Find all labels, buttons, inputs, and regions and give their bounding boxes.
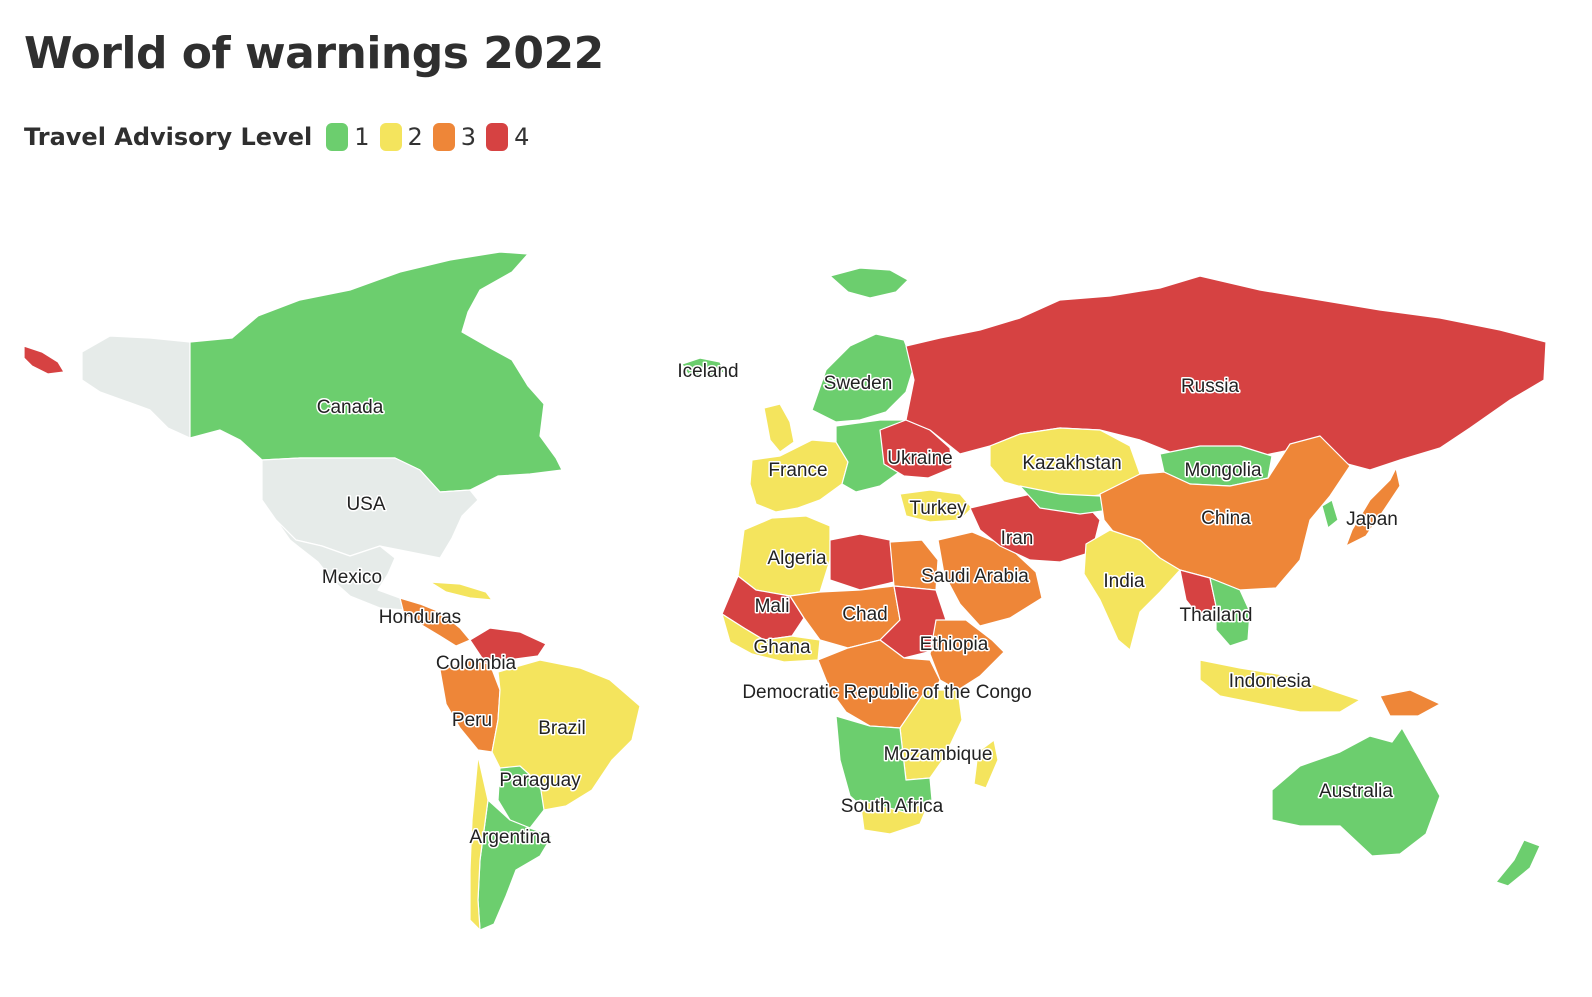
- region-new-zealand: [1495, 839, 1541, 887]
- legend: Travel Advisory Level 1 2 3 4: [24, 120, 539, 154]
- label-honduras: Honduras: [379, 607, 461, 628]
- region-greenland: [829, 267, 909, 299]
- legend-title: Travel Advisory Level: [24, 123, 313, 151]
- label-russia: Russia: [1181, 376, 1240, 397]
- label-france: France: [768, 460, 827, 481]
- legend-item-level-2: 2: [379, 123, 423, 151]
- label-mongolia: Mongolia: [1184, 460, 1262, 481]
- region-iceland: [681, 357, 725, 379]
- region-southeast-asia: [1209, 577, 1251, 647]
- label-india: India: [1103, 571, 1145, 592]
- label-peru: Peru: [452, 710, 492, 731]
- legend-label-level-1: 1: [354, 123, 370, 151]
- region-aleutian-islands: [23, 345, 65, 375]
- region-turkey: [899, 489, 973, 523]
- region-india: [1083, 529, 1181, 651]
- region-caribbean: [429, 581, 493, 601]
- label-ukraine: Ukraine: [887, 448, 952, 469]
- legend-swatch-level-3: [432, 123, 455, 151]
- region-uk: [763, 403, 795, 453]
- label-argentina: Argentina: [469, 827, 551, 848]
- label-ghana: Ghana: [753, 637, 810, 658]
- label-australia: Australia: [1319, 781, 1393, 802]
- label-mexico: Mexico: [322, 567, 382, 588]
- legend-swatch-level-4: [486, 123, 509, 151]
- region-west-africa-coast: [721, 613, 821, 663]
- region-central-america: [399, 597, 471, 647]
- legend-label-level-4: 4: [514, 123, 530, 151]
- label-indonesia: Indonesia: [1229, 671, 1312, 692]
- legend-label-level-2: 2: [407, 123, 423, 151]
- legend-item-level-3: 3: [432, 123, 477, 151]
- region-southern-africa: [835, 715, 933, 815]
- label-ethiopia: Ethiopia: [920, 634, 989, 655]
- legend-label-level-3: 3: [460, 123, 477, 151]
- label-thailand: Thailand: [1180, 605, 1253, 626]
- legend-item-level-4: 4: [486, 123, 529, 151]
- region-alaska: [81, 335, 191, 439]
- label-canada: Canada: [317, 397, 384, 418]
- region-egypt: [889, 539, 939, 591]
- label-mozambique: Mozambique: [884, 744, 993, 765]
- label-sweden: Sweden: [824, 373, 893, 394]
- label-kazakhstan: Kazakhstan: [1022, 453, 1121, 474]
- region-australia: [1271, 727, 1441, 857]
- region-brazil: [491, 659, 641, 811]
- region-chile: [469, 755, 489, 931]
- label-japan: Japan: [1346, 509, 1398, 530]
- region-japan: [1345, 467, 1401, 547]
- legend-swatch-level-2: [379, 123, 402, 151]
- legend-item-level-1: 1: [326, 123, 370, 151]
- map-title: World of warnings 2022: [24, 28, 604, 79]
- label-china: China: [1201, 508, 1251, 529]
- region-western-europe: [749, 439, 849, 513]
- region-south-africa: [859, 799, 931, 835]
- region-arabia: [937, 531, 1043, 627]
- label-south-africa: South Africa: [841, 796, 944, 817]
- region-sudan: [879, 585, 947, 659]
- region-myanmar: [1179, 569, 1217, 621]
- label-brazil: Brazil: [538, 718, 586, 739]
- region-libya: [829, 533, 895, 591]
- label-algeria: Algeria: [767, 548, 827, 569]
- region-indonesia: [1199, 659, 1361, 713]
- label-mali: Mali: [755, 596, 790, 617]
- label-iran: Iran: [1001, 528, 1034, 549]
- region-korea: [1321, 499, 1339, 529]
- region-paraguay: [497, 765, 545, 829]
- label-chad: Chad: [842, 604, 887, 625]
- region-canada: [189, 251, 563, 493]
- region-madagascar: [973, 739, 999, 789]
- label-dr-congo: Democratic Republic of the Congo: [742, 682, 1031, 703]
- legend-swatch-level-1: [326, 123, 349, 151]
- region-horn-of-africa: [929, 619, 1005, 691]
- label-usa: USA: [346, 494, 385, 515]
- label-turkey: Turkey: [909, 498, 967, 519]
- label-iceland: Iceland: [677, 361, 738, 382]
- region-papua-new-guinea: [1379, 689, 1441, 717]
- label-colombia: Colombia: [436, 653, 517, 674]
- label-saudi-arabia: Saudi Arabia: [921, 566, 1029, 587]
- label-paraguay: Paraguay: [499, 770, 581, 791]
